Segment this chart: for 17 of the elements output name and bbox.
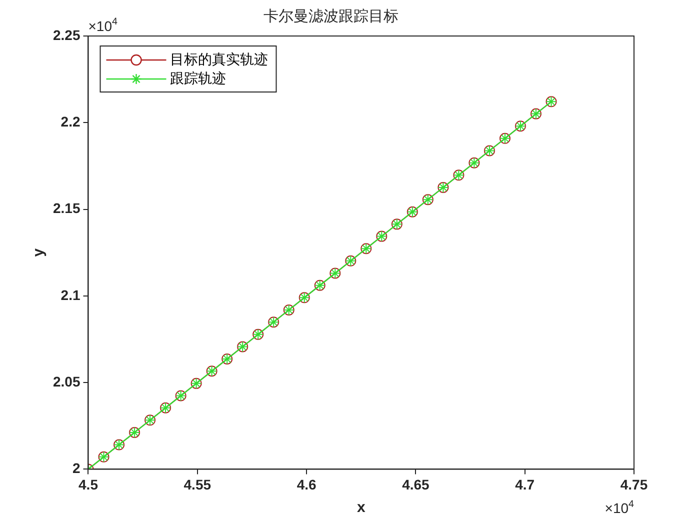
chart-title: 卡尔曼滤波跟踪目标	[264, 8, 398, 26]
y-axis-title: y	[30, 248, 48, 257]
x-tick-label: 4.75	[620, 476, 648, 492]
x-tick-label: 4.7	[515, 476, 535, 492]
x-tick-label: 4.5	[78, 476, 98, 492]
legend-label: 目标的真实轨迹	[170, 50, 268, 67]
y-tick-label: 2.1	[60, 286, 80, 303]
x-tick-label: 4.55	[184, 476, 212, 492]
x-tick-label: 4.65	[402, 476, 430, 492]
y-tick-label: 2.2	[60, 114, 80, 130]
y-tick-label: 2.25	[53, 26, 80, 43]
y-tick-label: 2	[72, 460, 80, 476]
y-tick-label: 2.05	[53, 373, 80, 390]
y-tick-label: 2.15	[53, 200, 80, 216]
legend-label: 跟踪轨迹	[170, 70, 226, 86]
x-tick-label: 4.6	[296, 476, 316, 492]
x-axis-title: x	[356, 499, 366, 516]
